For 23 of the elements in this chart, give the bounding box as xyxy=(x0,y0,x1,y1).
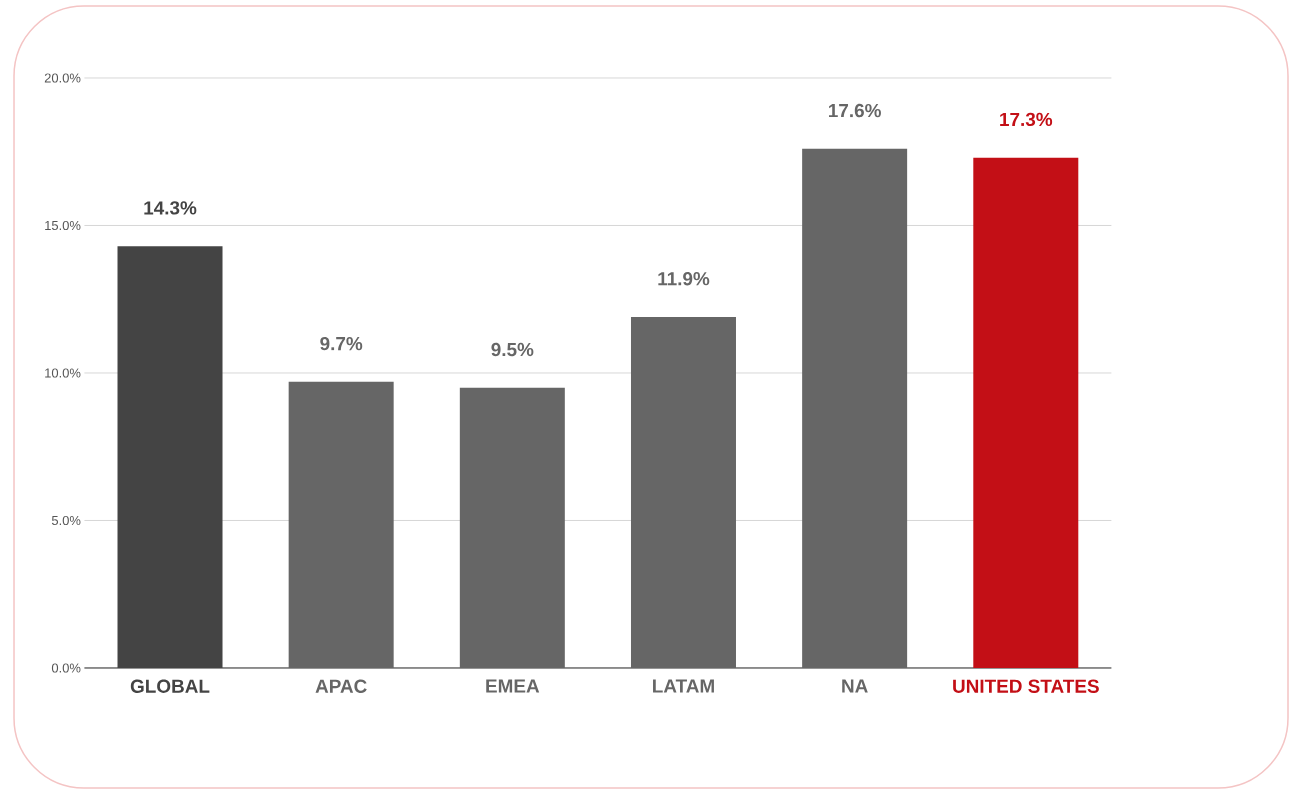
x-tick-label: UNITED STATES xyxy=(953,679,1099,693)
bar xyxy=(459,387,565,668)
y-tick-label: 0.0% xyxy=(51,663,81,673)
x-tick-label: EMEA xyxy=(486,679,540,693)
bar xyxy=(630,316,736,668)
bar xyxy=(288,381,394,668)
data-label: 17.6% xyxy=(828,103,881,118)
y-tick-label: 10.0% xyxy=(45,368,81,378)
x-tick-label: LATAM xyxy=(653,679,714,693)
x-tick-label: APAC xyxy=(315,679,367,693)
y-tick-label: 15.0% xyxy=(45,220,81,231)
data-label: 11.9% xyxy=(658,272,710,286)
y-tick-label: 5.0% xyxy=(51,515,81,526)
bar xyxy=(973,157,1079,668)
data-label: 9.5% xyxy=(491,342,534,357)
data-label: 9.7% xyxy=(320,336,363,351)
data-label: 14.3% xyxy=(144,201,197,215)
x-tick-label: GLOBAL xyxy=(130,679,210,693)
data-label: 17.3% xyxy=(1000,112,1053,127)
bar xyxy=(802,148,908,668)
y-tick-label: 20.0% xyxy=(44,73,81,83)
bar xyxy=(117,246,223,668)
x-tick-label: NA xyxy=(842,679,868,693)
